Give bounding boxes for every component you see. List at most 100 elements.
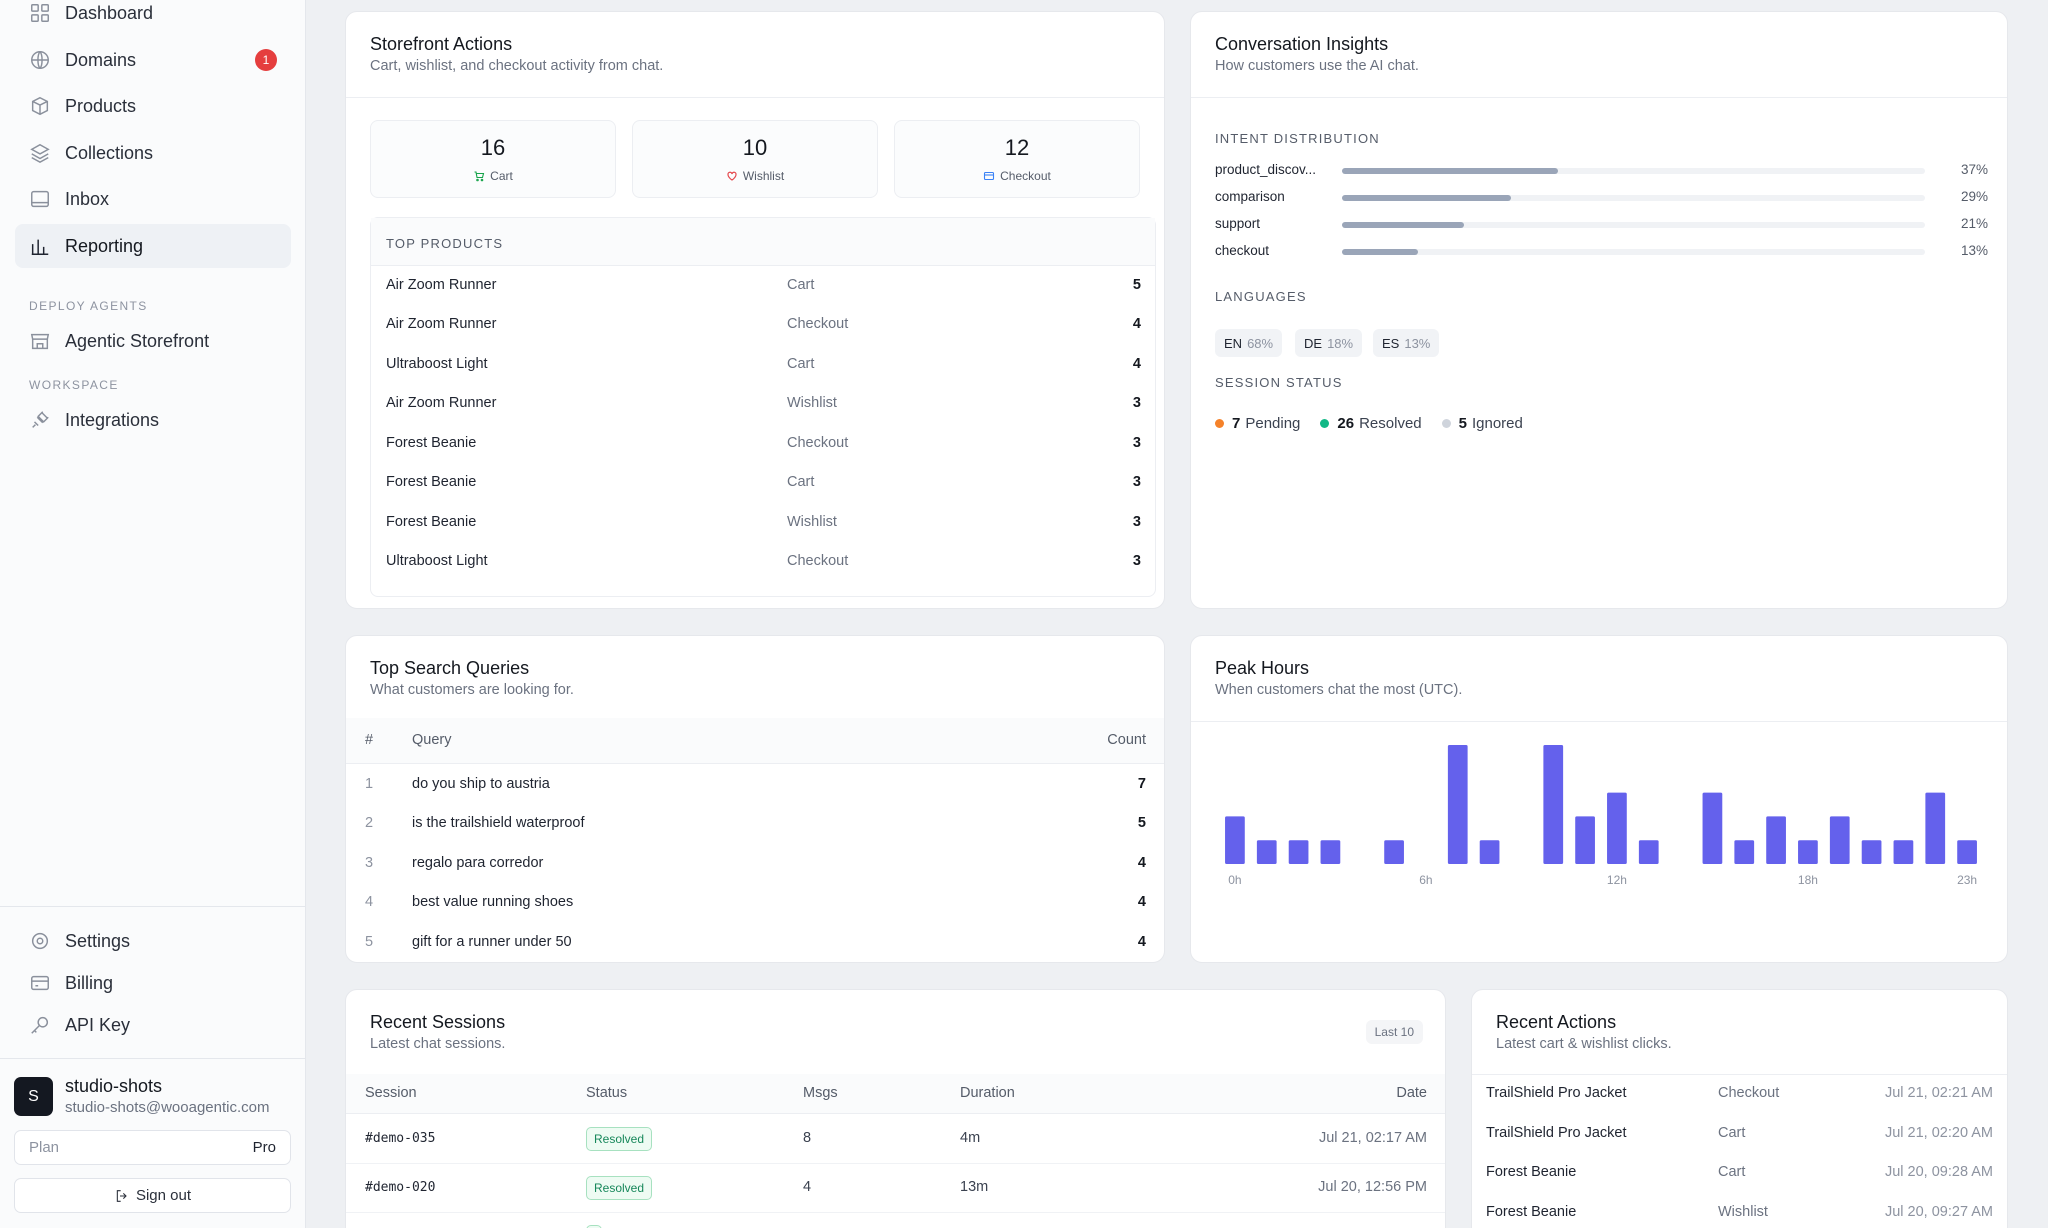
intent-bar-track (1342, 222, 1925, 228)
product-count: 3 (1132, 474, 1141, 490)
card-title: Storefront Actions (370, 34, 513, 54)
table-row[interactable]: #demo-035 Resolved 8 4m Jul 21, 02:17 AM (346, 1115, 1445, 1164)
column-header-duration[interactable]: Duration (960, 1085, 1015, 1101)
intent-bar-fill (1342, 249, 1418, 255)
query-text: do you ship to austria (412, 776, 550, 792)
intent-name: support (1215, 216, 1261, 231)
action-product: Forest Beanie (1486, 1204, 1577, 1220)
conversation-insights-card: Conversation Insights How customers use … (1190, 11, 2008, 609)
table-row[interactable]: Air Zoom Runner Cart 5 (371, 266, 1155, 305)
sign-out-label: Sign out (135, 1187, 192, 1204)
product-count: 3 (1132, 553, 1141, 569)
sidebar-item-agentic-storefront[interactable]: Agentic Storefront (15, 319, 291, 363)
gear-icon (29, 930, 51, 952)
table-row[interactable]: Forest Beanie Cart 3 (371, 463, 1155, 502)
sidebar-item-billing[interactable]: Billing (15, 961, 291, 1005)
chart-bar-7h[interactable] (1447, 745, 1468, 864)
list-item[interactable]: Forest Beanie Cart Jul 20, 09:28 AM (1472, 1153, 2007, 1192)
sidebar-item-dashboard[interactable]: Dashboard (15, 0, 291, 35)
chart-bar-13h[interactable] (1638, 840, 1659, 864)
column-header-session[interactable]: Session (365, 1085, 417, 1101)
chart-bar-1h[interactable] (1256, 840, 1277, 864)
avatar[interactable]: S (14, 1077, 53, 1116)
session-msgs: 4 (803, 1179, 812, 1195)
product-name: Air Zoom Runner (386, 316, 497, 332)
list-item[interactable]: TrailShield Pro Jacket Checkout Jul 21, … (1472, 1074, 2007, 1113)
sidebar-item-inbox[interactable]: Inbox (15, 177, 291, 221)
chart-bar-3h[interactable] (1320, 840, 1341, 864)
card-divider (1472, 1074, 2007, 1075)
table-row[interactable]: Ultraboost Light Cart 4 (371, 345, 1155, 384)
table-row[interactable]: 5 gift for a runner under 50 4 (346, 923, 1164, 962)
chart-bar-0h[interactable] (1225, 816, 1245, 864)
x-tick-label: 23h (1957, 873, 1977, 887)
table-row[interactable] (346, 1213, 1445, 1228)
column-header-status[interactable]: Status (586, 1085, 628, 1101)
layers-icon (29, 142, 51, 164)
intent-row: product_discov... 37% (1215, 162, 1988, 180)
bar-chart-icon (29, 235, 51, 257)
card-divider (1191, 721, 2007, 722)
status-count: 5 (1458, 415, 1467, 432)
column-header-msgs[interactable]: Msgs (803, 1085, 838, 1101)
list-item[interactable]: Forest Beanie Wishlist Jul 20, 09:27 AM (1472, 1193, 2007, 1228)
notification-badge: 1 (255, 49, 277, 71)
chart-bar-10h[interactable] (1543, 745, 1564, 864)
chart-bar-8h[interactable] (1479, 840, 1500, 864)
table-row[interactable]: #demo-020 Resolved 4 13m Jul 20, 12:56 P… (346, 1164, 1445, 1213)
chart-bar-11h[interactable] (1575, 816, 1595, 864)
action-product: TrailShield Pro Jacket (1486, 1085, 1627, 1101)
table-row[interactable]: Forest Beanie Checkout 3 (371, 424, 1155, 463)
stat-value: 12 (1004, 135, 1030, 160)
chart-bar-2h[interactable] (1288, 840, 1309, 864)
chart-bar-15h[interactable] (1702, 792, 1723, 864)
table-row[interactable]: Air Zoom Runner Checkout 4 (371, 305, 1155, 344)
product-action: Wishlist (787, 514, 837, 530)
table-row[interactable]: Ultraboost Light Checkout 3 (371, 542, 1155, 581)
stat-label-text: Cart (490, 169, 513, 183)
chart-bar-17h[interactable] (1766, 816, 1786, 864)
sidebar-item-label: Settings (65, 930, 131, 951)
product-count: 3 (1132, 395, 1141, 411)
column-header-count[interactable]: Count (1107, 732, 1146, 748)
table-row[interactable]: Forest Beanie Wishlist 3 (371, 503, 1155, 542)
sidebar-item-api-key[interactable]: API Key (15, 1003, 291, 1047)
chart-bar-16h[interactable] (1734, 840, 1755, 864)
sidebar-item-reporting[interactable]: Reporting (15, 224, 291, 268)
column-header-date[interactable]: Date (1396, 1085, 1427, 1101)
sidebar-item-integrations[interactable]: Integrations (15, 398, 291, 442)
sidebar-item-settings[interactable]: Settings (15, 919, 291, 963)
sidebar-item-domains[interactable]: Domains 1 (15, 38, 291, 82)
chart-bar-18h[interactable] (1798, 840, 1818, 864)
intent-row: comparison 29% (1215, 189, 1988, 207)
sign-out-button[interactable]: Sign out (14, 1178, 291, 1213)
chart-bar-23h[interactable] (1957, 840, 1977, 864)
session-id[interactable]: #demo-020 (365, 1180, 436, 1195)
table-row[interactable]: Air Zoom Runner Wishlist 3 (371, 384, 1155, 423)
chart-bar-12h[interactable] (1607, 792, 1627, 864)
chart-bar-22h[interactable] (1925, 792, 1946, 864)
table-row[interactable]: 4 best value running shoes 4 (346, 883, 1164, 922)
chart-bar-5h[interactable] (1384, 840, 1404, 864)
card-subtitle: How customers use the AI chat. (1215, 58, 1419, 74)
plan-label: Plan (29, 1139, 60, 1156)
intent-row: support 21% (1215, 216, 1988, 234)
product-action: Cart (787, 356, 815, 372)
sidebar-item-collections[interactable]: Collections (15, 131, 291, 175)
list-item[interactable]: TrailShield Pro Jacket Cart Jul 21, 02:2… (1472, 1114, 2007, 1153)
chart-bar-20h[interactable] (1861, 840, 1882, 864)
table-row[interactable]: 3 regalo para corredor 4 (346, 844, 1164, 883)
table-row[interactable]: 1 do you ship to austria 7 (346, 765, 1164, 804)
chart-bar-21h[interactable] (1893, 840, 1914, 864)
row-index: 4 (365, 894, 374, 910)
sidebar-item-products[interactable]: Products (15, 84, 291, 128)
column-header-query[interactable]: Query (412, 732, 452, 748)
session-id[interactable]: #demo-035 (365, 1131, 436, 1146)
card-subtitle: When customers chat the most (UTC). (1215, 682, 1463, 698)
query-count: 4 (1137, 894, 1146, 910)
language-percent: 68% (1247, 335, 1274, 351)
status-ignored: 5 Ignored (1441, 415, 1523, 432)
chart-bar-19h[interactable] (1829, 816, 1850, 864)
table-row[interactable]: 2 is the trailshield waterproof 5 (346, 804, 1164, 843)
x-tick-label: 18h (1798, 873, 1818, 887)
